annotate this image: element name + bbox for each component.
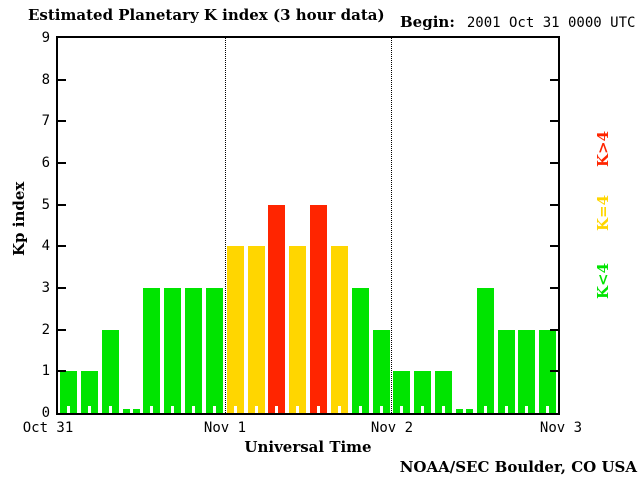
begin-value: 2001 Oct 31 0000 UTC <box>466 15 636 31</box>
y-tick-mark <box>550 370 558 372</box>
y-tick-mark <box>550 79 558 81</box>
axis-tick-notch <box>359 406 362 413</box>
kp-bar <box>539 330 556 413</box>
axis-tick-notch <box>150 406 153 413</box>
y-tick-mark <box>58 287 66 289</box>
y-tick-mark <box>58 162 66 164</box>
x-tick-label: Oct 31 <box>22 420 74 436</box>
updated-label: Updated <box>24 478 95 480</box>
axis-tick-notch <box>380 406 383 413</box>
y-tick-label: 5 <box>41 197 50 213</box>
day-boundary-line <box>225 38 226 413</box>
axis-tick-notch <box>442 406 445 413</box>
day-boundary-line <box>391 38 392 413</box>
y-tick-label: 4 <box>41 238 50 254</box>
kp-bar <box>60 371 77 413</box>
y-tick-mark <box>58 204 66 206</box>
legend-label: K=4 <box>594 194 612 231</box>
kp-bar <box>373 330 390 413</box>
y-tick-label: 7 <box>41 113 50 129</box>
y-axis-title: Kp index <box>10 181 28 256</box>
axis-tick-notch <box>400 406 403 413</box>
kp-bar <box>477 288 494 413</box>
y-tick-mark <box>550 287 558 289</box>
y-tick-mark <box>58 370 66 372</box>
x-tick-label: Nov 2 <box>370 420 414 436</box>
kp-bar <box>393 371 410 413</box>
y-tick-mark <box>550 162 558 164</box>
kp-bar <box>227 246 244 413</box>
y-tick-mark <box>550 329 558 331</box>
axis-tick-notch <box>296 406 299 413</box>
kp-bar <box>268 205 285 413</box>
axis-tick-notch <box>421 406 424 413</box>
axis-tick-notch <box>130 406 133 413</box>
kp-bar <box>352 288 369 413</box>
kp-bar <box>414 371 431 413</box>
y-tick-label: 1 <box>41 363 50 379</box>
kp-bar <box>289 246 306 413</box>
y-tick-mark <box>58 245 66 247</box>
axis-tick-notch <box>525 406 528 413</box>
credit-text: NOAA/SEC Boulder, CO USA <box>399 458 637 476</box>
axis-tick-notch <box>67 406 70 413</box>
x-tick-label: Nov 1 <box>203 420 247 436</box>
kp-bar <box>164 288 181 413</box>
legend-label: K<4 <box>594 262 612 299</box>
kp-bar <box>81 371 98 413</box>
y-tick-mark <box>58 79 66 81</box>
y-tick-label: 9 <box>41 30 50 46</box>
y-tick-mark <box>550 204 558 206</box>
y-tick-label: 8 <box>41 72 50 88</box>
y-tick-mark <box>58 120 66 122</box>
kp-bar <box>331 246 348 413</box>
axis-tick-notch <box>484 406 487 413</box>
begin-label: Begin: <box>400 13 455 31</box>
updated-line: Updated 2001 Nov 3 02:45:03 UTC <box>4 458 302 480</box>
axis-tick-notch <box>255 406 258 413</box>
kp-bar <box>206 288 223 413</box>
kp-bar <box>518 330 535 413</box>
x-tick-label: Nov 3 <box>539 420 583 436</box>
axis-tick-notch <box>317 406 320 413</box>
axis-tick-notch <box>213 406 216 413</box>
axis-tick-notch <box>463 406 466 413</box>
axis-tick-notch <box>88 406 91 413</box>
axis-tick-notch <box>546 406 549 413</box>
y-tick-label: 6 <box>41 155 50 171</box>
chart-title: Estimated Planetary K index (3 hour data… <box>28 6 385 24</box>
kp-bar <box>185 288 202 413</box>
axis-tick-notch <box>192 406 195 413</box>
y-tick-label: 0 <box>41 405 50 421</box>
axis-tick-notch <box>275 406 278 413</box>
y-tick-mark <box>550 245 558 247</box>
x-axis-title: Universal Time <box>244 438 372 456</box>
y-tick-mark <box>58 329 66 331</box>
kp-bar <box>310 205 327 413</box>
kp-bar <box>248 246 265 413</box>
axis-tick-notch <box>171 406 174 413</box>
axis-tick-notch <box>505 406 508 413</box>
axis-tick-notch <box>234 406 237 413</box>
kp-bar <box>102 330 119 413</box>
y-tick-label: 3 <box>41 280 50 296</box>
y-tick-mark <box>550 120 558 122</box>
axis-tick-notch <box>338 406 341 413</box>
kp-bar <box>435 371 452 413</box>
legend-label: K>4 <box>594 130 612 167</box>
kp-bar <box>143 288 160 413</box>
begin-line: Begin: 2001 Oct 31 0000 UTC <box>400 12 635 31</box>
kp-bar <box>498 330 515 413</box>
axis-tick-notch <box>109 406 112 413</box>
y-tick-label: 2 <box>41 322 50 338</box>
plot-area <box>56 36 560 415</box>
